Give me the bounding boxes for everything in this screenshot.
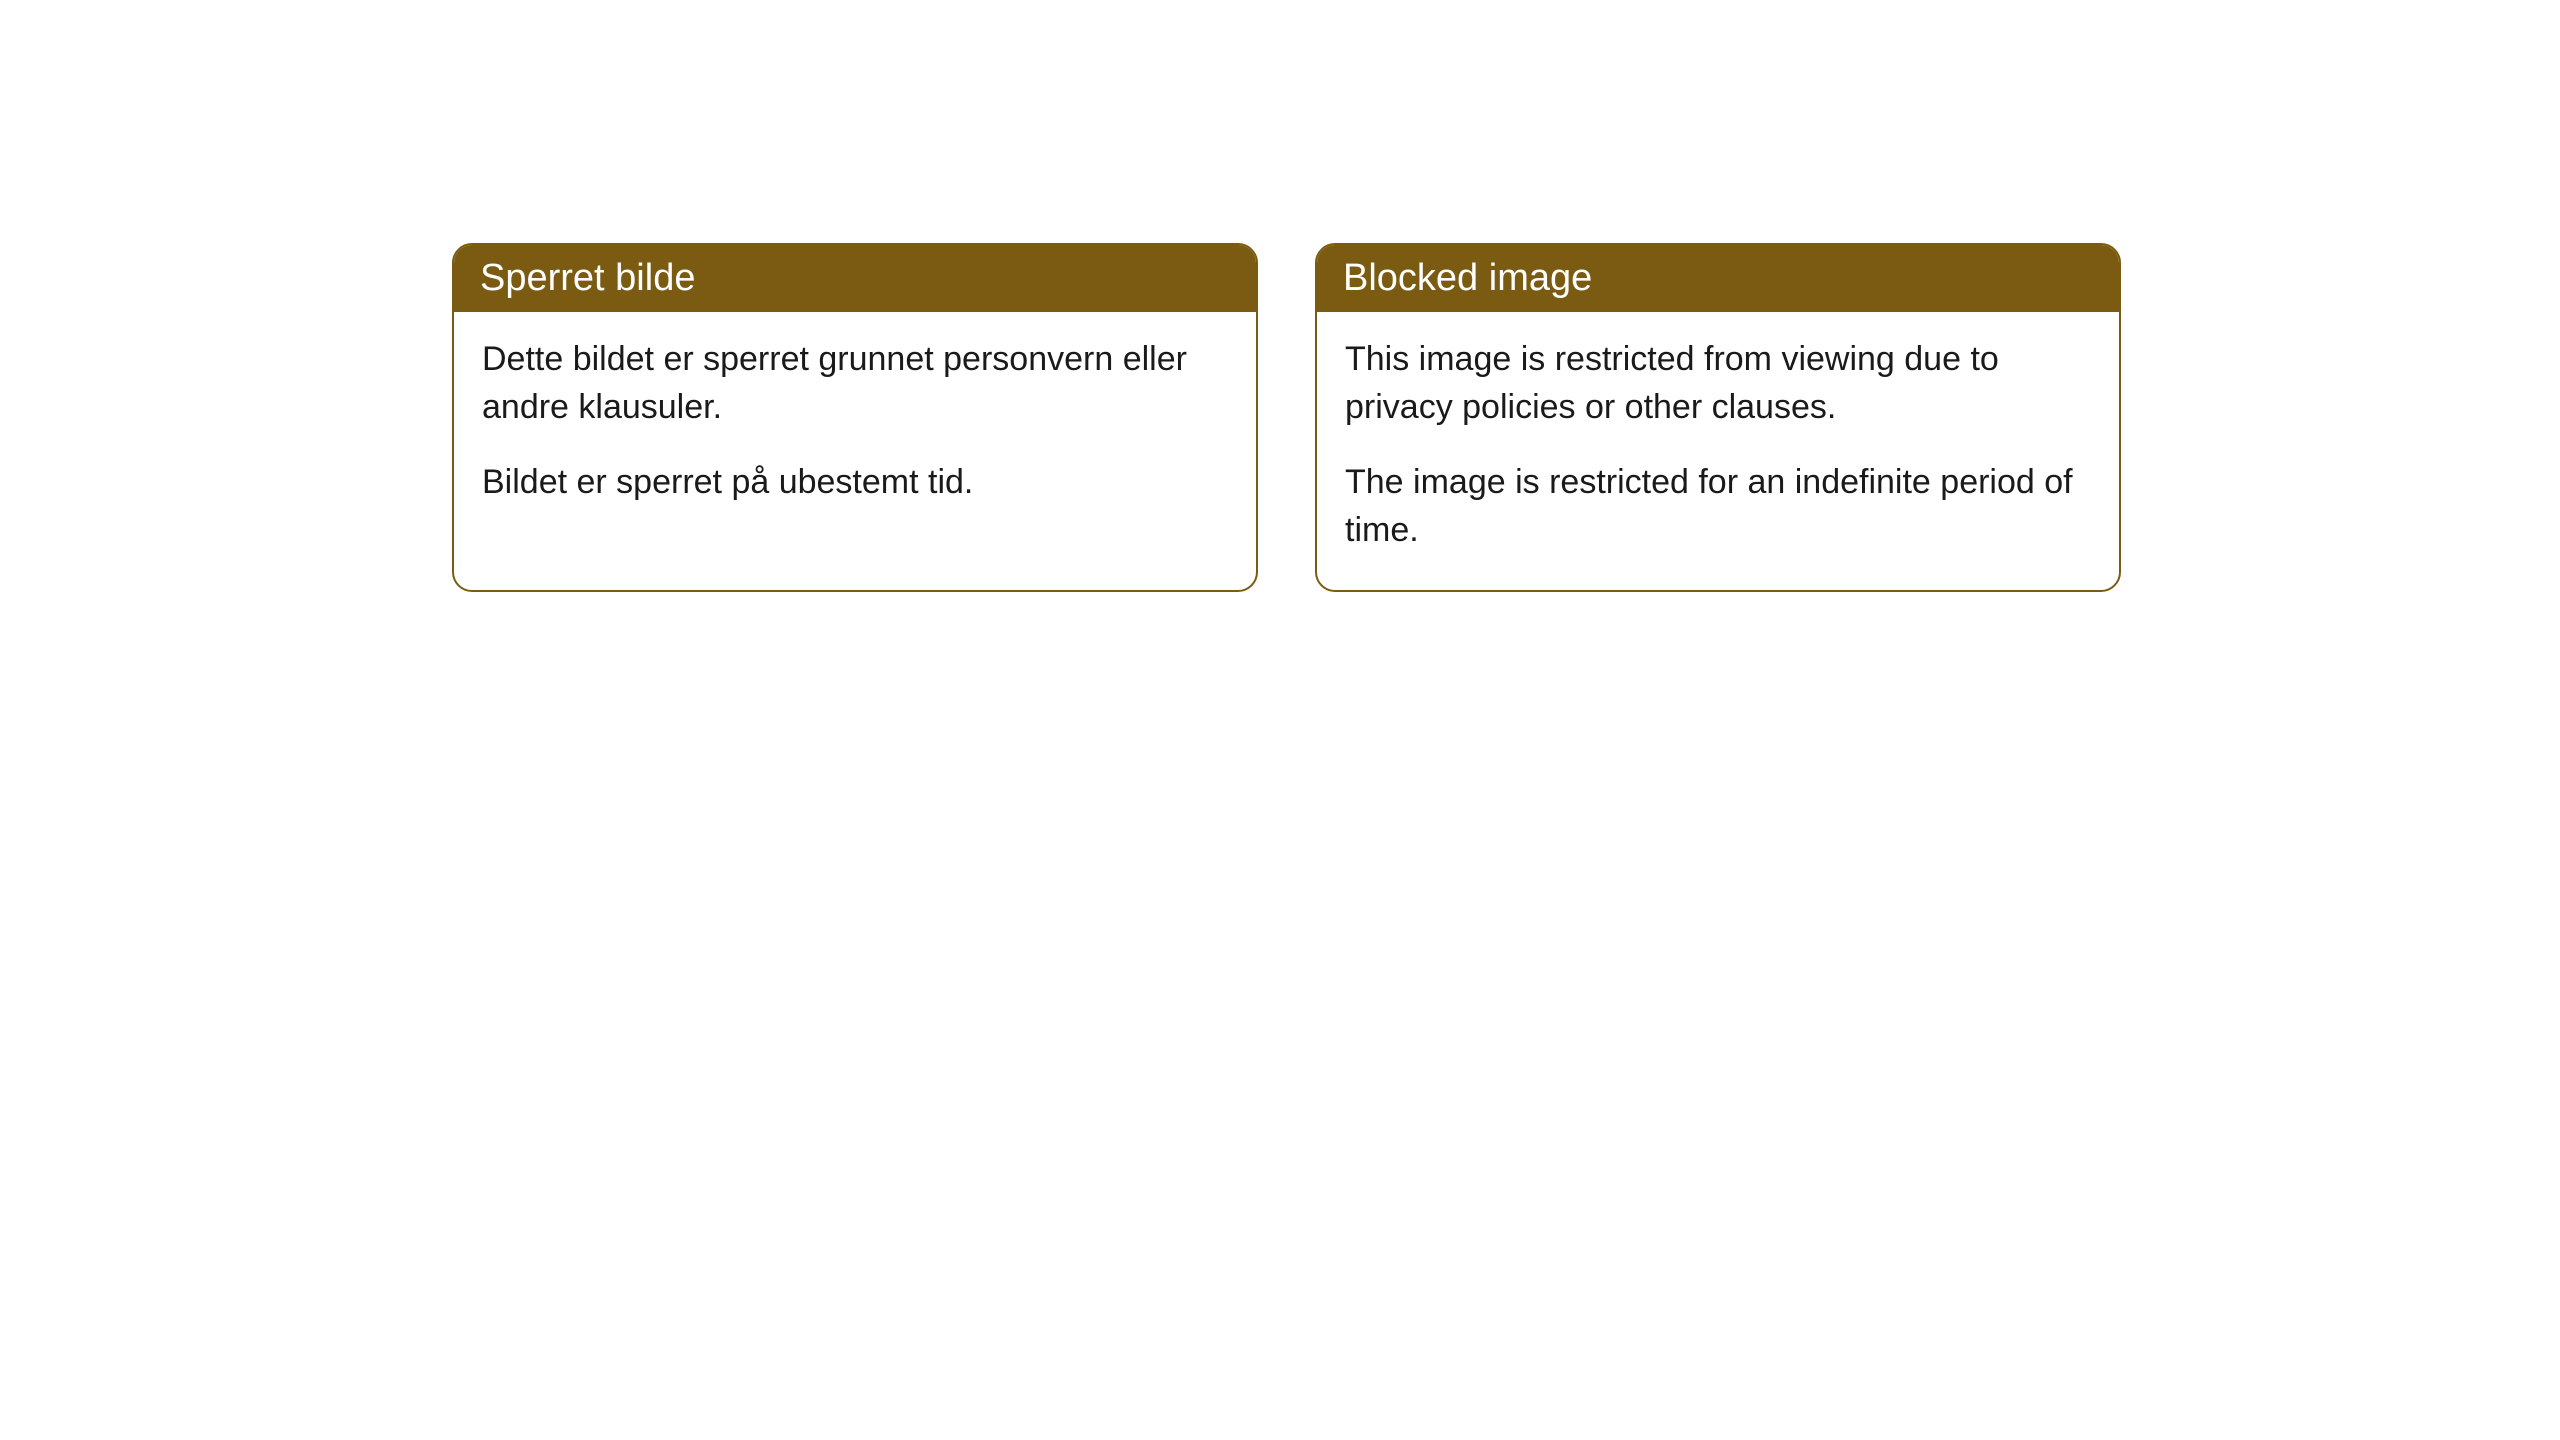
card-paragraph-2-norwegian: Bildet er sperret på ubestemt tid. (482, 459, 1228, 507)
card-paragraph-1-english: This image is restricted from viewing du… (1345, 336, 2091, 431)
card-body-norwegian: Dette bildet er sperret grunnet personve… (454, 312, 1256, 543)
card-paragraph-2-english: The image is restricted for an indefinit… (1345, 459, 2091, 554)
blocked-image-card-english: Blocked image This image is restricted f… (1315, 243, 2121, 592)
blocked-image-card-norwegian: Sperret bilde Dette bildet er sperret gr… (452, 243, 1258, 592)
card-header-english: Blocked image (1317, 245, 2119, 312)
card-header-norwegian: Sperret bilde (454, 245, 1256, 312)
card-body-english: This image is restricted from viewing du… (1317, 312, 2119, 590)
notice-cards-container: Sperret bilde Dette bildet er sperret gr… (452, 243, 2121, 592)
card-paragraph-1-norwegian: Dette bildet er sperret grunnet personve… (482, 336, 1228, 431)
